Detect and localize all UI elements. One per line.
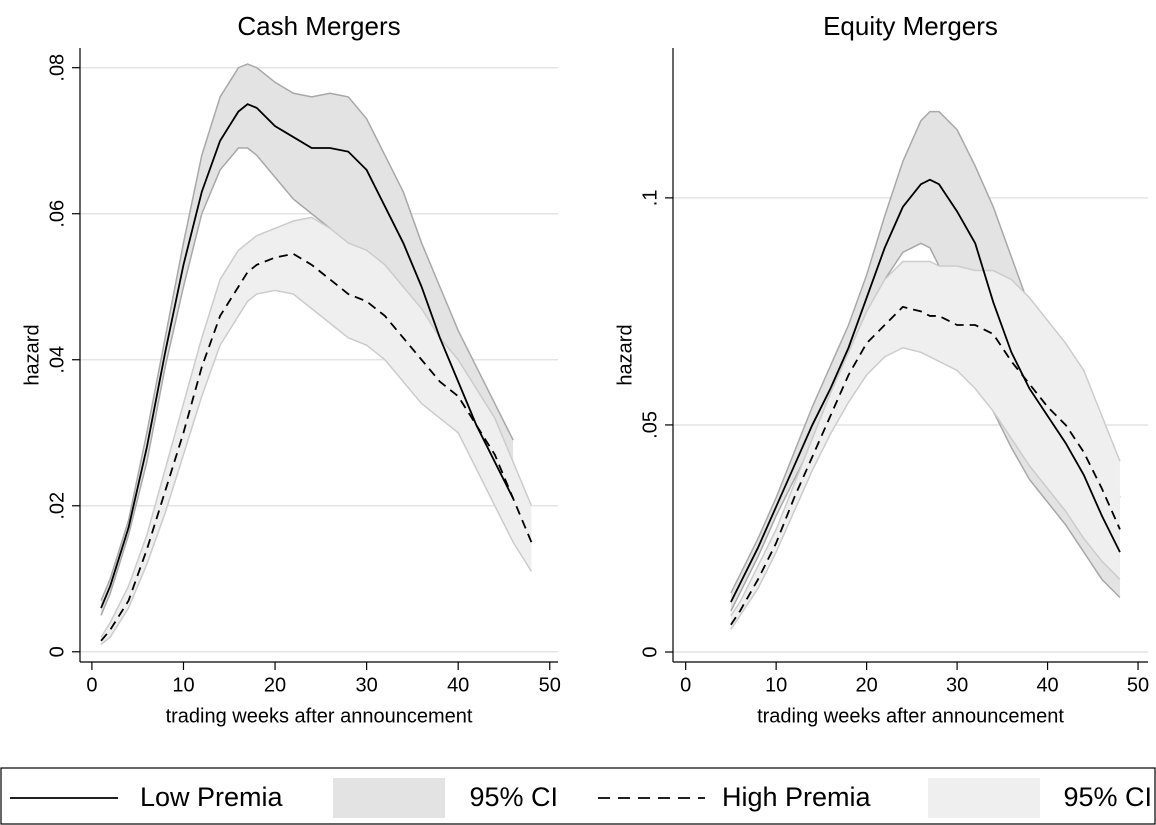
chart-title: Cash Mergers	[237, 11, 400, 41]
y-tick-label: .05	[639, 411, 661, 439]
hazard-line	[730, 305, 1121, 626]
ci-band	[101, 217, 532, 645]
x-tick-label: 40	[447, 674, 469, 696]
hazard-line	[730, 178, 1121, 603]
legend-label: 95% CI	[1063, 782, 1152, 812]
legend-label: 95% CI	[469, 782, 558, 812]
hazard-line	[100, 103, 514, 609]
legend: Low Premia 95% CI High Premia 95% CI	[0, 767, 1156, 825]
y-axis-label: hazard	[614, 324, 636, 385]
x-tick-label: 40	[1036, 674, 1058, 696]
x-tick-label: 50	[539, 674, 561, 696]
y-tick-label: .04	[46, 346, 68, 374]
x-tick-label: 20	[264, 674, 286, 696]
legend-swatch	[333, 778, 445, 818]
x-tick-label: 30	[946, 674, 968, 696]
x-axis-label: trading weeks after announcement	[757, 705, 1064, 727]
x-tick-label: 0	[680, 674, 691, 696]
y-tick-label: .08	[46, 54, 68, 82]
ci-upper-edge	[730, 260, 1121, 617]
y-tick-label: .02	[46, 492, 68, 520]
x-tick-label: 50	[1127, 674, 1149, 696]
y-tick-label: 0	[639, 646, 661, 657]
legend-swatch	[928, 778, 1040, 818]
ci-lower-edge	[730, 346, 1121, 630]
x-tick-label: 0	[86, 674, 97, 696]
x-axis-label: trading weeks after announcement	[166, 705, 473, 727]
ci-upper-edge	[100, 63, 514, 601]
ci-lower-edge	[100, 289, 533, 646]
x-tick-label: 10	[172, 674, 194, 696]
x-tick-label: 10	[765, 674, 787, 696]
ci-band	[101, 64, 514, 616]
chart-title: Equity Mergers	[823, 11, 998, 41]
y-axis-label: hazard	[21, 324, 43, 385]
x-tick-label: 20	[855, 674, 877, 696]
legend-label: High Premia	[722, 782, 872, 812]
x-tick-label: 30	[355, 674, 377, 696]
y-tick-label: 0	[46, 646, 68, 657]
ci-band	[730, 261, 1120, 630]
legend-label: Low Premia	[140, 782, 284, 812]
y-tick-label: .06	[46, 200, 68, 228]
hazard-line	[100, 252, 533, 642]
y-tick-label: .1	[639, 190, 661, 207]
ci-lower-edge	[730, 242, 1121, 612]
ci-upper-edge	[100, 216, 533, 638]
